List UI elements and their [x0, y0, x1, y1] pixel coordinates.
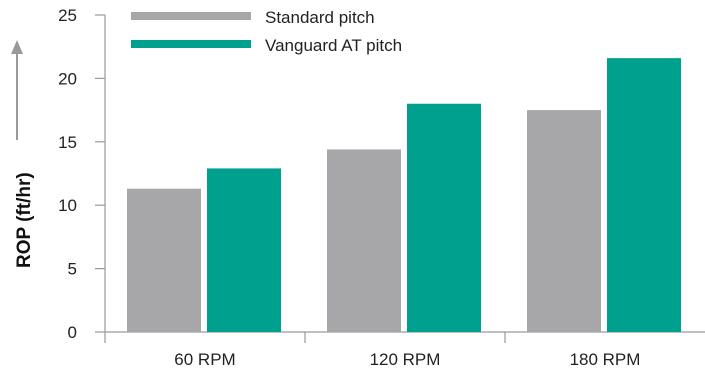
y-tick-label: 15: [58, 133, 77, 152]
y-tick-label: 20: [58, 69, 77, 88]
bar-standard-1: [327, 149, 401, 332]
y-ticks: 0 5 10 15 20 25: [58, 6, 105, 342]
bar-standard-2: [527, 110, 601, 332]
x-category-label: 120 RPM: [370, 350, 441, 369]
y-axis-arrow-head: [11, 40, 23, 54]
bar-vanguard-0: [207, 168, 281, 332]
category-labels: 60 RPM 120 RPM 180 RPM: [174, 350, 640, 369]
y-tick-label: 5: [68, 260, 77, 279]
bars: [127, 58, 681, 332]
y-axis-title-group: ROP (ft/hr): [11, 40, 35, 268]
y-tick-label: 25: [58, 6, 77, 25]
bar-vanguard-1: [407, 103, 481, 332]
legend-swatch-standard: [131, 12, 251, 20]
bar-standard-0: [127, 188, 201, 332]
legend-label-standard: Standard pitch: [265, 8, 375, 27]
legend: Standard pitch Vanguard AT pitch: [131, 8, 402, 55]
legend-label-vanguard: Vanguard AT pitch: [265, 36, 402, 55]
bar-vanguard-2: [607, 58, 681, 332]
x-ticks: [104, 332, 506, 343]
legend-swatch-vanguard: [131, 40, 251, 48]
x-category-label: 60 RPM: [174, 350, 235, 369]
y-axis-title: ROP (ft/hr): [14, 172, 35, 268]
y-tick-label: 0: [68, 323, 77, 342]
x-category-label: 180 RPM: [570, 350, 641, 369]
y-tick-label: 10: [58, 196, 77, 215]
